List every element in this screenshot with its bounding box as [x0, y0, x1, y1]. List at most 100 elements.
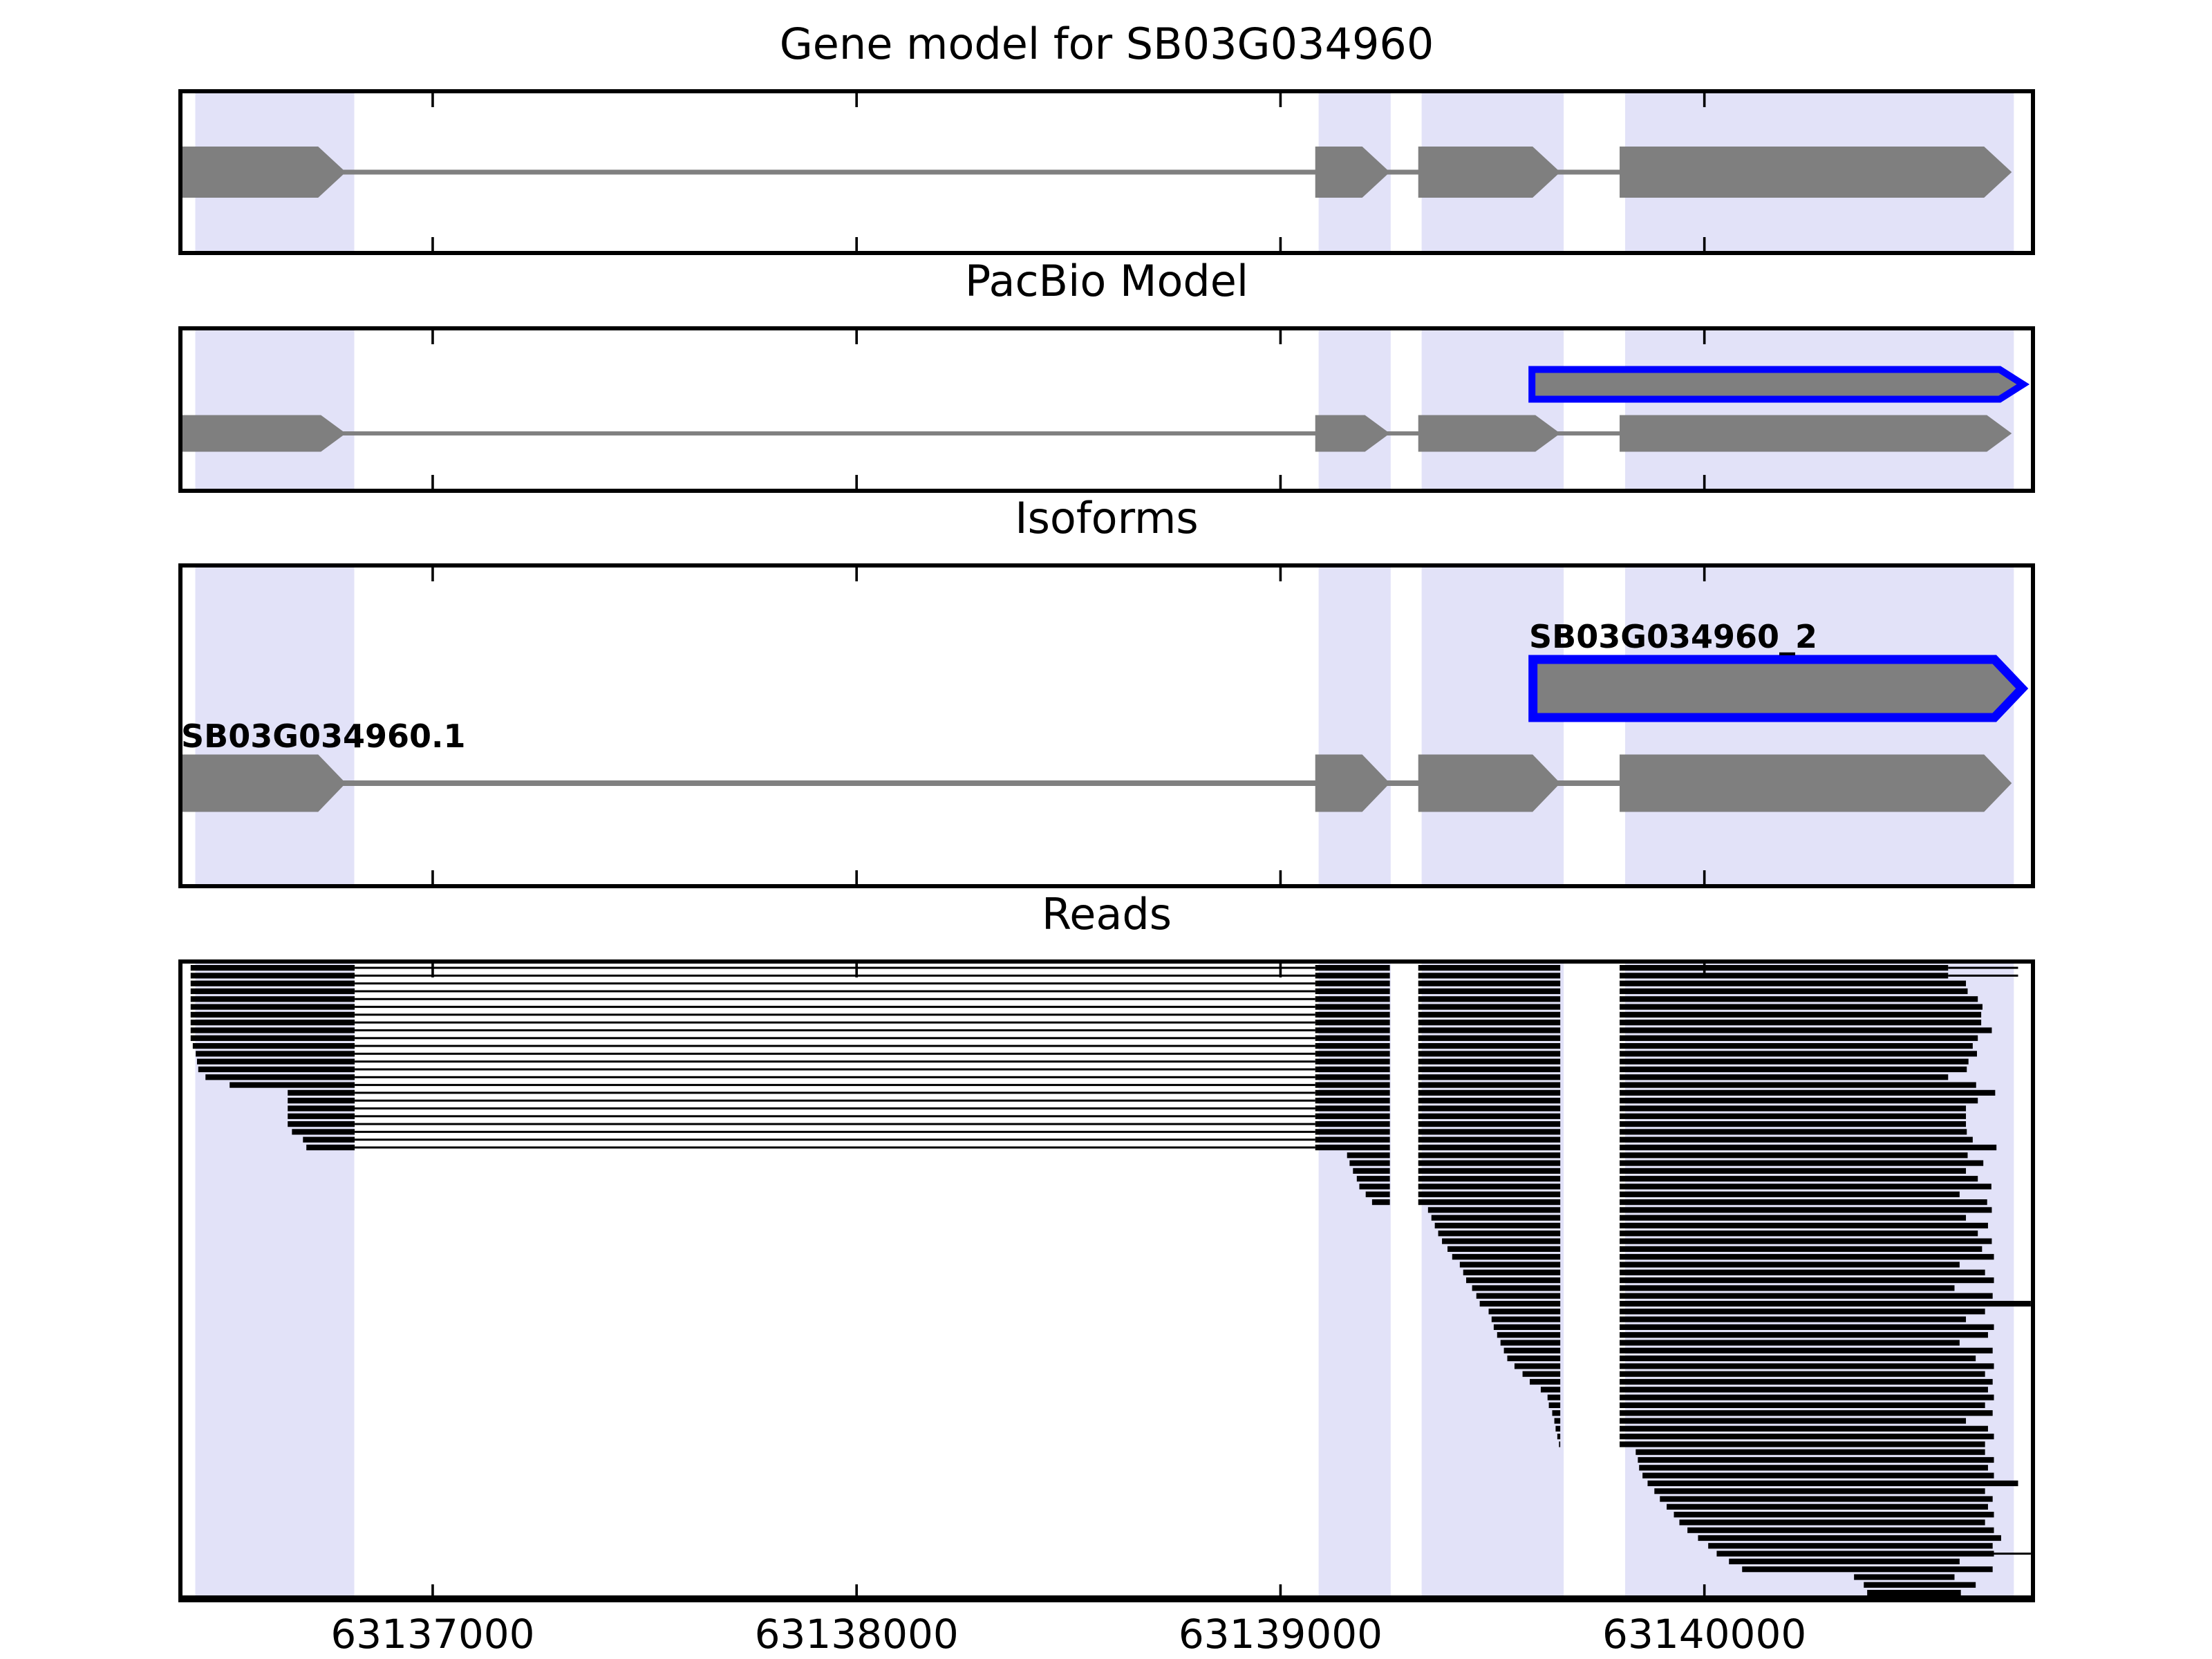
read — [190, 1011, 1982, 1018]
read-exon-block — [1315, 1129, 1390, 1135]
read-exon-block — [1418, 1058, 1561, 1065]
read-exon-block — [1315, 1020, 1390, 1026]
read-exon-block — [1418, 1113, 1561, 1119]
read-intron-line — [355, 1037, 1315, 1040]
read — [1427, 1207, 1992, 1213]
gene-model-track — [178, 89, 2035, 255]
read-exon-block — [1315, 1066, 1390, 1073]
read — [1660, 1496, 1993, 1502]
read-exon-block — [1353, 1168, 1390, 1174]
read-exon-block — [1479, 1300, 1561, 1307]
read-exon-block — [1315, 1035, 1390, 1041]
read-exon-block — [1620, 1113, 1967, 1119]
read-exon-block — [1660, 1496, 1993, 1502]
read-exon-block — [303, 1136, 355, 1143]
x-tick-mark — [1703, 1584, 1706, 1600]
read-exon-block — [1620, 1043, 1973, 1049]
read-exon-block — [1620, 1129, 1967, 1135]
read-exon-block — [1365, 1191, 1390, 1197]
read-intron-line — [355, 1068, 1315, 1071]
read-exon-block — [1547, 1394, 1561, 1400]
read — [1365, 1191, 1960, 1197]
read-exon-block — [1452, 1254, 1561, 1260]
read-exon-block — [1620, 1183, 1991, 1190]
read — [292, 1129, 1967, 1135]
read-exon-block — [1620, 1082, 1976, 1088]
read-exon-block — [1418, 1098, 1561, 1104]
read-exon-block — [1315, 1098, 1390, 1104]
read — [1438, 1230, 1978, 1237]
read-exon-block — [1620, 1402, 1985, 1408]
x-tick-mark — [855, 237, 858, 252]
x-tick-mark — [1279, 870, 1282, 885]
read-exon-block — [1620, 1058, 1969, 1065]
read-exon-block — [1418, 1121, 1561, 1127]
read-exon-block — [1729, 1558, 1960, 1564]
read-exon-block — [190, 1004, 355, 1010]
read-intron-line — [355, 982, 1315, 985]
read-exon-block — [1315, 1136, 1390, 1143]
x-tick-mark — [431, 566, 434, 581]
read-exon-block — [1438, 1230, 1561, 1237]
read-exon-block — [1418, 1051, 1561, 1057]
read-intron-line — [355, 1146, 1315, 1149]
read-exon-block — [1864, 1582, 1976, 1588]
read-exon-block — [1500, 1340, 1561, 1346]
read-exon-block — [1418, 1199, 1561, 1206]
read-exon-block — [1620, 1199, 1987, 1206]
read-exon-block — [1418, 1168, 1561, 1174]
x-tick-mark — [1703, 962, 1706, 977]
read-exon-block — [1491, 1316, 1561, 1322]
read-exon-block — [1620, 1168, 1967, 1174]
intron-line — [343, 169, 1623, 175]
read-exon-block — [1548, 1402, 1561, 1408]
read — [198, 1066, 1967, 1073]
read — [1476, 1293, 1993, 1299]
exon — [1315, 415, 1390, 452]
read-exon-block — [1620, 1371, 1985, 1377]
read-exon-block — [1418, 1136, 1561, 1143]
read-exon-block — [190, 980, 355, 986]
read-exon-block — [1442, 1238, 1561, 1244]
read-exon-block — [198, 1066, 355, 1073]
read — [288, 1121, 1967, 1127]
read-intron-line — [355, 1084, 1315, 1087]
read-exon-block — [1315, 980, 1390, 986]
read-exon-block — [192, 1043, 355, 1049]
read — [1687, 1527, 1994, 1533]
read-exon-block — [1418, 1066, 1561, 1073]
x-tick-label: 63139000 — [1178, 1611, 1383, 1658]
read-exon-block — [1620, 1293, 1993, 1299]
exon-highlight-band — [1318, 565, 1391, 886]
read-exon-block — [1315, 996, 1390, 1002]
read-tail-line — [1948, 974, 2018, 977]
read-exon-block — [1418, 1082, 1561, 1088]
read-intron-line — [355, 1091, 1315, 1094]
read — [1742, 1566, 1993, 1573]
read-exon-block — [1620, 1324, 1994, 1330]
read-intron-line — [355, 1044, 1315, 1047]
read-exon-block — [1315, 988, 1390, 995]
read-exon-block — [1507, 1356, 1561, 1362]
read — [1716, 1550, 2031, 1557]
exon-highlight-band — [1624, 328, 2014, 491]
read-exon-block — [1418, 1089, 1561, 1096]
read-exon-block — [1459, 1262, 1561, 1268]
read-exon-block — [1620, 973, 1949, 979]
read — [1434, 1222, 1988, 1229]
read — [1698, 1535, 2001, 1541]
read-exon-block — [1854, 1574, 1955, 1580]
novel-isoform-exon — [1528, 655, 2029, 722]
read — [1639, 1465, 1988, 1471]
read-exon-block — [1514, 1363, 1561, 1369]
read-exon-block — [1620, 996, 1978, 1002]
read-exon-block — [288, 1089, 355, 1096]
x-tick-mark — [431, 1584, 434, 1600]
panel-border — [178, 89, 2035, 255]
read-exon-block — [1620, 1098, 1978, 1104]
read-exon-block — [1620, 988, 1968, 995]
read-exon-block — [1620, 1230, 1978, 1237]
read — [1867, 1590, 1961, 1596]
read-exon-block — [196, 1058, 355, 1065]
